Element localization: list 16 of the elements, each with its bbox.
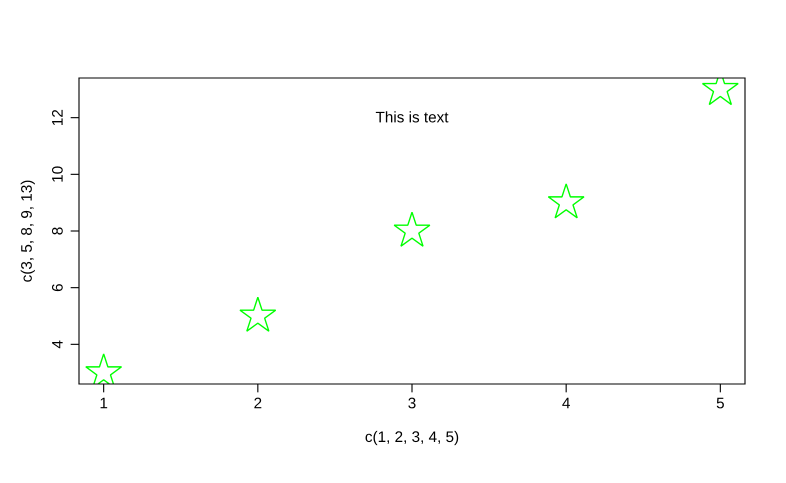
- y-tick-label: 10: [52, 166, 63, 182]
- y-tick-label: 8: [52, 227, 63, 235]
- annotation: This is text: [376, 111, 448, 122]
- x-tick-label: 2: [254, 398, 262, 408]
- y-tick-label: 12: [52, 110, 63, 125]
- x-tick-label: 1: [100, 398, 108, 408]
- y-tick-label: 4: [52, 340, 63, 348]
- x-tick-label: 4: [562, 398, 570, 408]
- x-axis-title: c(1, 2, 3, 4, 5): [366, 430, 458, 446]
- y-tick-label: 6: [52, 284, 63, 292]
- point: [548, 183, 585, 219]
- x-tick-label: 5: [716, 398, 724, 408]
- point: [393, 212, 431, 247]
- x-tick-label: 3: [408, 398, 416, 408]
- point: [239, 296, 276, 332]
- y-axis-title: c(3, 5, 8, 9, 13): [20, 180, 35, 282]
